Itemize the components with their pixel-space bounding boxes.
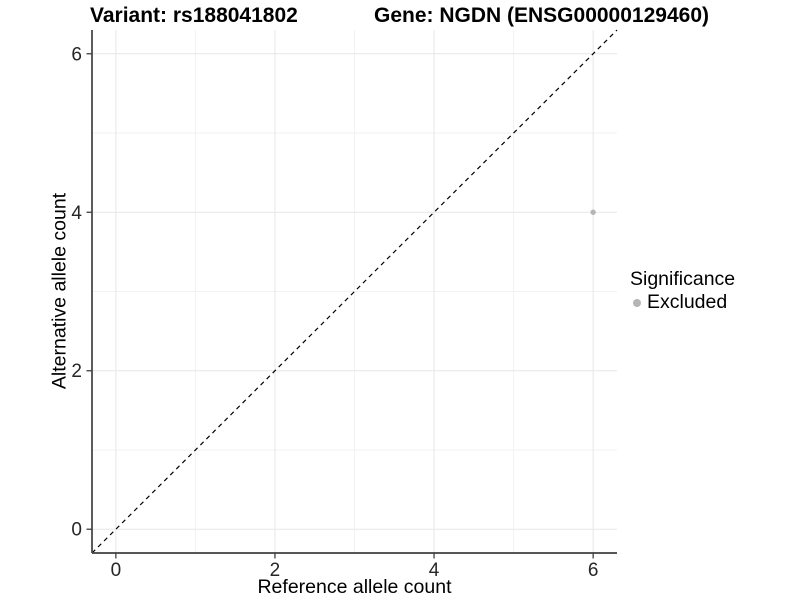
svg-text:0: 0 — [71, 520, 82, 541]
x-axis: 0 2 4 6 — [92, 552, 617, 581]
excluded-point-swatch — [633, 298, 641, 307]
x-axis-title: Reference allele count — [257, 576, 452, 598]
y-axis-title-text: Alternative allele count — [48, 192, 71, 390]
legend-item-label: Excluded — [647, 291, 728, 313]
y-axis: 0 2 4 6 — [71, 30, 93, 553]
plot-title-variant: Variant: rs188041802 — [90, 4, 298, 27]
gridlines-major — [92, 30, 617, 553]
legend: Significance Excluded — [630, 268, 735, 314]
data-points — [590, 209, 596, 215]
legend-item-excluded: Excluded — [630, 291, 735, 314]
svg-text:2: 2 — [71, 361, 82, 382]
svg-text:4: 4 — [429, 560, 440, 581]
svg-text:6: 6 — [71, 44, 82, 65]
svg-text:6: 6 — [588, 560, 599, 581]
chart-canvas: 0 2 4 6 0 2 4 6 — [71, 29, 618, 581]
svg-text:4: 4 — [71, 203, 82, 224]
plot-panel: 0 2 4 6 0 2 4 6 — [71, 29, 618, 581]
legend-title: Significance — [630, 268, 736, 290]
svg-text:2: 2 — [270, 560, 281, 581]
plot-title-gene: Gene: NGDN (ENSG00000129460) — [374, 4, 709, 27]
svg-text:0: 0 — [111, 560, 122, 581]
gridlines-minor — [92, 30, 617, 553]
